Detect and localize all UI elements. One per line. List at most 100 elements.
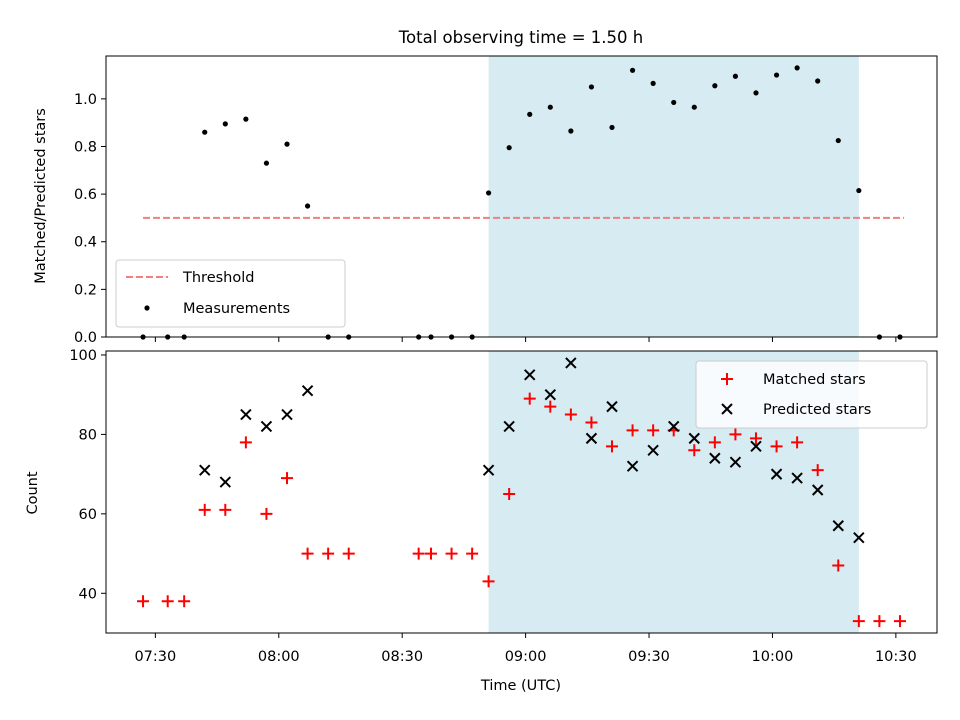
predicted-stars-point	[750, 440, 762, 453]
bottom-y-tick-label: 100	[69, 348, 97, 364]
measurement-point	[671, 99, 677, 106]
predicted-stars-point	[770, 468, 783, 480]
bottom-legend: Matched stars Predicted stars	[695, 360, 928, 429]
measurement-point	[773, 72, 780, 78]
measurement-point	[712, 83, 718, 89]
measurement-point	[506, 145, 512, 151]
matched-stars-point	[503, 487, 516, 500]
measurement-point	[202, 129, 208, 135]
measurement-point	[691, 104, 697, 110]
top-y-axis-label: Matched/Predicted stars	[33, 108, 49, 284]
bottom-x-tick-label: 08:30	[381, 649, 423, 665]
matched-stars-point	[239, 436, 252, 449]
predicted-stars-point	[281, 408, 293, 421]
legend-threshold-label: Threshold	[182, 270, 254, 286]
predicted-stars-point	[240, 408, 252, 421]
predicted-stars-point	[503, 420, 515, 433]
matched-stars-point	[161, 595, 174, 608]
predicted-stars-point	[585, 432, 598, 445]
legend-predicted-label: Predicted stars	[763, 402, 871, 418]
measurement-point	[222, 121, 228, 127]
legend-matched-swatch	[721, 373, 733, 385]
matched-stars-point	[791, 436, 804, 449]
predicted-stars-point	[668, 420, 680, 433]
top-axes-frame	[105, 55, 938, 338]
bottom-x-tick-label: 08:00	[258, 649, 300, 665]
top-shaded-span	[488, 56, 859, 337]
measurement-point	[732, 73, 739, 79]
measurement-point	[485, 190, 492, 196]
matched-stars-point	[708, 436, 721, 449]
matched-stars-point	[647, 424, 660, 437]
bottom-x-axis: 07:30 08:00 08:30 09:00 09:30 10:00 10:30	[134, 633, 917, 665]
bottom-x-tick-label: 10:30	[875, 649, 917, 665]
predicted-stars-point	[482, 464, 495, 476]
matched-stars-point	[342, 547, 355, 560]
matched-stars-point	[832, 559, 845, 572]
matched-stars-point	[544, 400, 557, 413]
predicted-stars-point	[688, 432, 700, 445]
bottom-y-tick-label: 40	[79, 586, 97, 602]
top-y-tick-label: 0.4	[74, 235, 97, 251]
matched-stars-point	[322, 547, 335, 560]
measurement-point	[263, 160, 270, 166]
predicted-stars-point	[301, 385, 314, 397]
matched-stars-point	[811, 464, 824, 477]
bottom-x-tick-label: 09:00	[505, 649, 547, 665]
matched-stars-point	[219, 503, 232, 516]
matched-stars-point	[626, 424, 639, 437]
bottom-y-axis-label: Count	[25, 471, 41, 514]
measurement-point	[629, 67, 636, 73]
predicted-stars-point	[853, 531, 865, 544]
predicted-stars-point	[524, 369, 536, 381]
predicted-stars-point	[709, 452, 721, 464]
measurement-point	[568, 128, 574, 134]
matched-stars-point	[893, 615, 906, 628]
measurement-point	[284, 141, 290, 147]
matched-stars-point	[178, 595, 191, 608]
bottom-x-tick-label: 10:00	[752, 649, 794, 665]
predicted-stars-point	[199, 464, 211, 476]
predicted-stars-point	[544, 388, 557, 401]
matched-stars-point	[873, 615, 886, 628]
measurement-point	[835, 137, 841, 144]
measurement-point	[650, 80, 656, 86]
matched-stars-point	[770, 440, 783, 453]
bottom-panel: 40 60 80 100 07:30 08:00 08:30 09:00 09:30 10:00…	[25, 348, 938, 694]
matched-stars-point	[466, 547, 479, 560]
predicted-stars-point	[219, 476, 232, 488]
matched-stars-point	[688, 444, 701, 457]
matched-stars-point	[606, 440, 619, 453]
bottom-y-tick-label: 60	[79, 507, 97, 523]
measurement-point	[588, 84, 595, 90]
matched-stars-point	[260, 507, 273, 520]
top-chart-title: Total observing time = 1.50 h	[398, 28, 643, 47]
matched-stars-point	[198, 503, 211, 516]
predicted-stars-point	[565, 357, 577, 369]
measurement-point	[609, 124, 615, 131]
top-y-tick-label: 0.2	[74, 282, 97, 298]
predicted-stars-point	[647, 444, 659, 457]
measurement-point	[753, 90, 759, 96]
predicted-stars-point	[791, 472, 803, 484]
matched-stars-point	[281, 472, 294, 485]
legend-measurements-label: Measurements	[183, 301, 290, 317]
legend-predicted-swatch	[721, 403, 733, 415]
measurement-point	[794, 65, 800, 71]
legend-measurements-swatch	[144, 305, 150, 311]
predicted-stars-point	[811, 484, 824, 496]
predicted-stars-point	[606, 400, 618, 413]
matched-stars-point	[482, 575, 495, 588]
measurement-point	[815, 78, 821, 84]
matched-stars-point	[445, 547, 458, 560]
legend-matched-label: Matched stars	[763, 372, 866, 388]
bottom-x-tick-label: 09:30	[628, 649, 670, 665]
bottom-x-axis-label: Time (UTC)	[480, 678, 561, 694]
measurement-point	[243, 116, 249, 122]
bottom-y-axis: 40 60 80 100	[69, 348, 106, 602]
top-y-tick-label: 0.8	[74, 139, 97, 155]
matched-stars-point	[852, 615, 865, 628]
predicted-stars-point	[626, 460, 639, 472]
measurement-point	[547, 104, 553, 110]
